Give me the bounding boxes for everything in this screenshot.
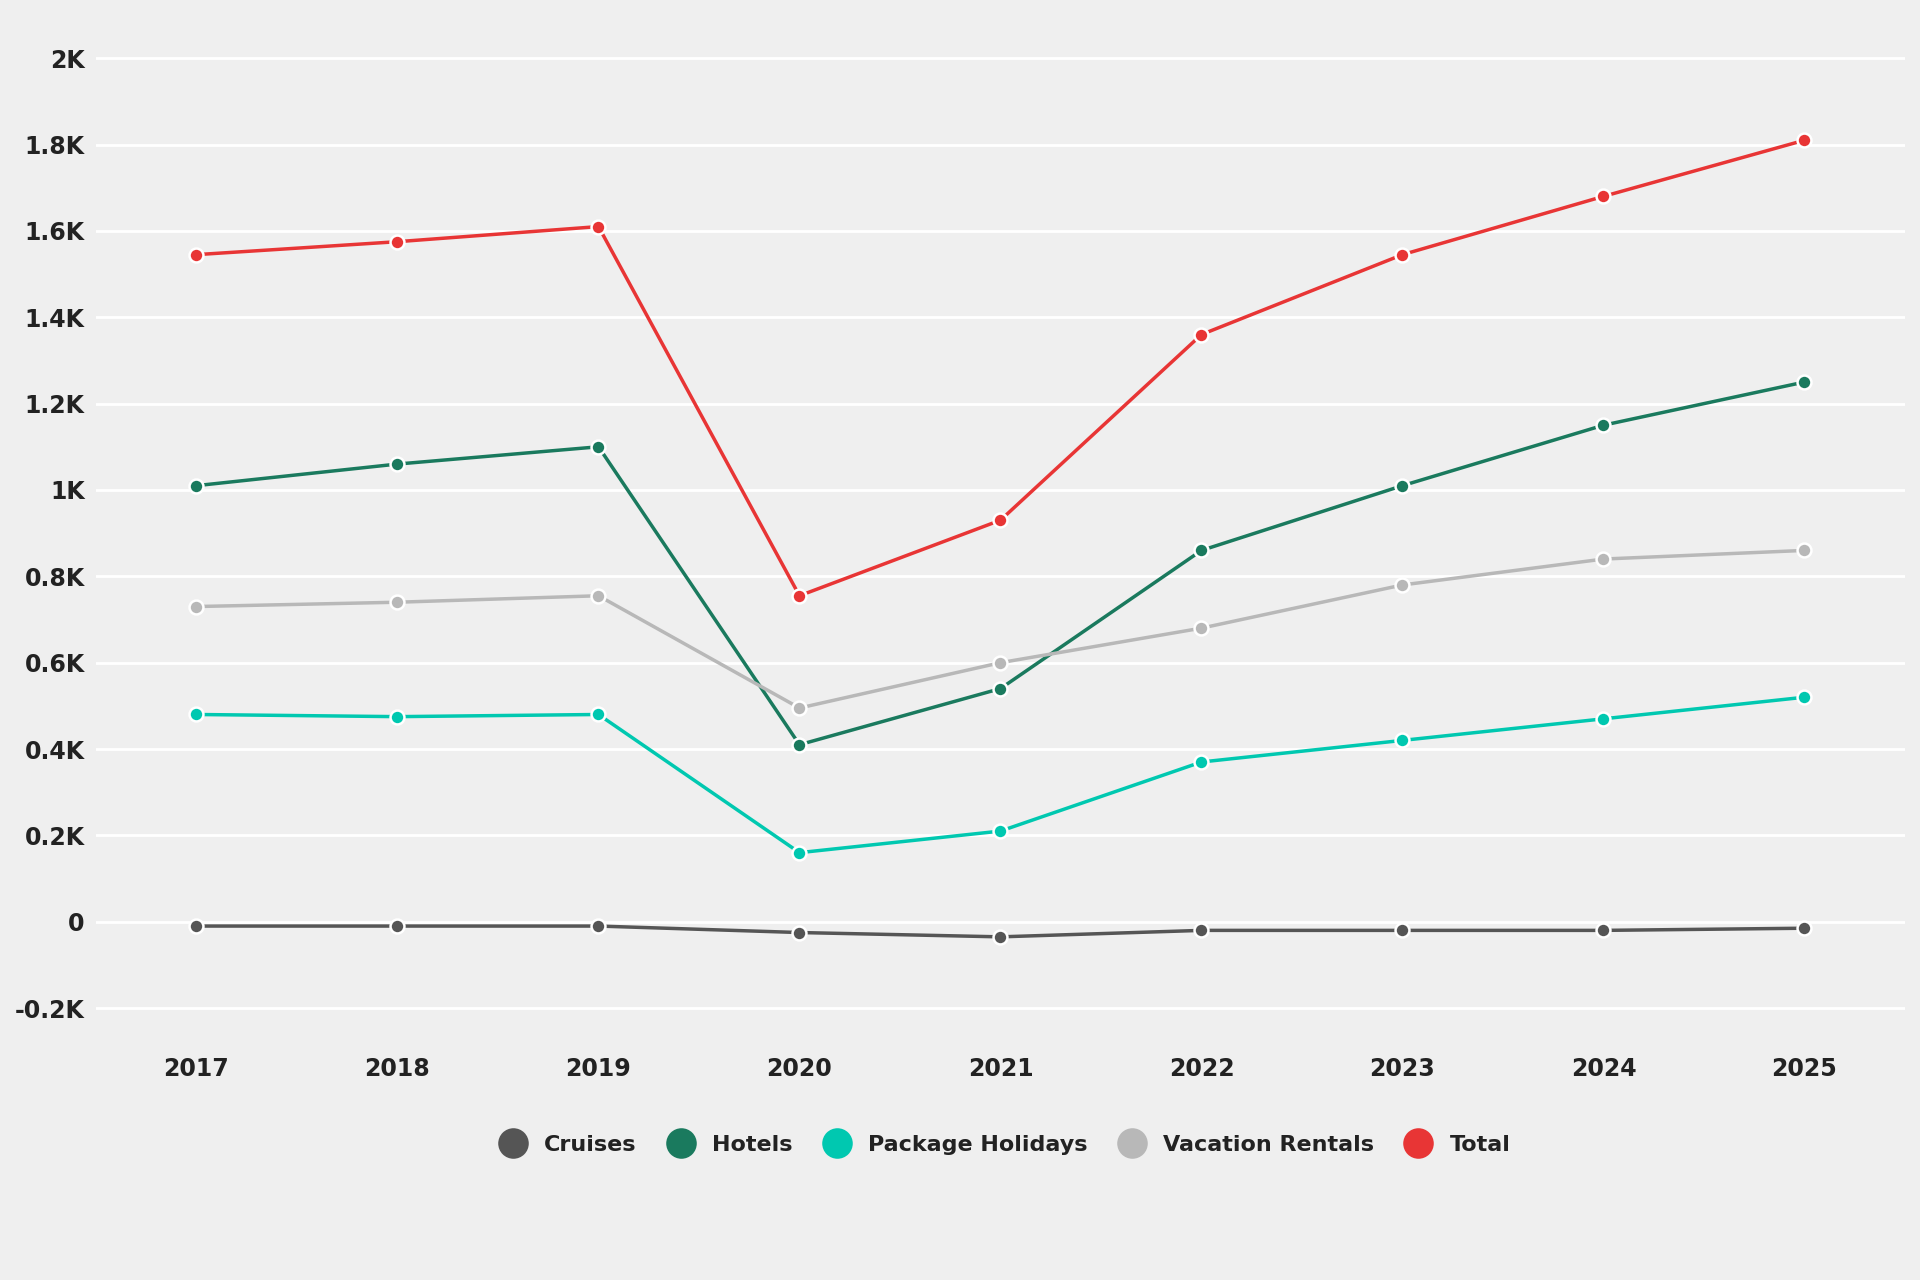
Line: Vacation Rentals: Vacation Rentals bbox=[190, 544, 1811, 716]
Vacation Rentals bbox=[184, 599, 207, 614]
Package Holidays bbox=[1592, 712, 1615, 727]
Legend: Cruises, Hotels, Package Holidays, Vacation Rentals, Total: Cruises, Hotels, Package Holidays, Vacat… bbox=[490, 1135, 1511, 1155]
Total bbox=[1190, 326, 1213, 342]
Package Holidays bbox=[1793, 690, 1816, 705]
Line: Package Holidays: Package Holidays bbox=[190, 690, 1811, 860]
Vacation Rentals bbox=[787, 700, 810, 716]
Vacation Rentals bbox=[386, 594, 409, 609]
Cruises bbox=[989, 929, 1012, 945]
Cruises bbox=[1190, 923, 1213, 938]
Vacation Rentals bbox=[588, 588, 611, 603]
Hotels bbox=[1190, 543, 1213, 558]
Total bbox=[184, 247, 207, 262]
Hotels bbox=[787, 737, 810, 753]
Hotels bbox=[588, 439, 611, 454]
Hotels bbox=[386, 457, 409, 472]
Cruises bbox=[588, 918, 611, 933]
Hotels bbox=[1793, 374, 1816, 389]
Cruises bbox=[184, 918, 207, 933]
Vacation Rentals bbox=[1592, 552, 1615, 567]
Cruises bbox=[787, 925, 810, 941]
Package Holidays bbox=[386, 709, 409, 724]
Total bbox=[989, 512, 1012, 527]
Package Holidays bbox=[787, 845, 810, 860]
Package Holidays bbox=[1390, 732, 1413, 748]
Vacation Rentals bbox=[1793, 543, 1816, 558]
Vacation Rentals bbox=[1390, 577, 1413, 593]
Total bbox=[1592, 188, 1615, 204]
Cruises bbox=[1390, 923, 1413, 938]
Total bbox=[386, 234, 409, 250]
Total bbox=[1793, 133, 1816, 148]
Line: Hotels: Hotels bbox=[190, 375, 1811, 751]
Hotels bbox=[989, 681, 1012, 696]
Line: Cruises: Cruises bbox=[190, 919, 1811, 943]
Package Holidays bbox=[588, 707, 611, 722]
Hotels bbox=[184, 477, 207, 493]
Cruises bbox=[1793, 920, 1816, 936]
Cruises bbox=[386, 918, 409, 933]
Package Holidays bbox=[184, 707, 207, 722]
Total bbox=[787, 588, 810, 603]
Vacation Rentals bbox=[989, 655, 1012, 671]
Vacation Rentals bbox=[1190, 621, 1213, 636]
Hotels bbox=[1592, 417, 1615, 433]
Package Holidays bbox=[1190, 754, 1213, 769]
Line: Total: Total bbox=[190, 133, 1811, 603]
Cruises bbox=[1592, 923, 1615, 938]
Total bbox=[1390, 247, 1413, 262]
Total bbox=[588, 219, 611, 234]
Hotels bbox=[1390, 477, 1413, 493]
Package Holidays bbox=[989, 823, 1012, 838]
